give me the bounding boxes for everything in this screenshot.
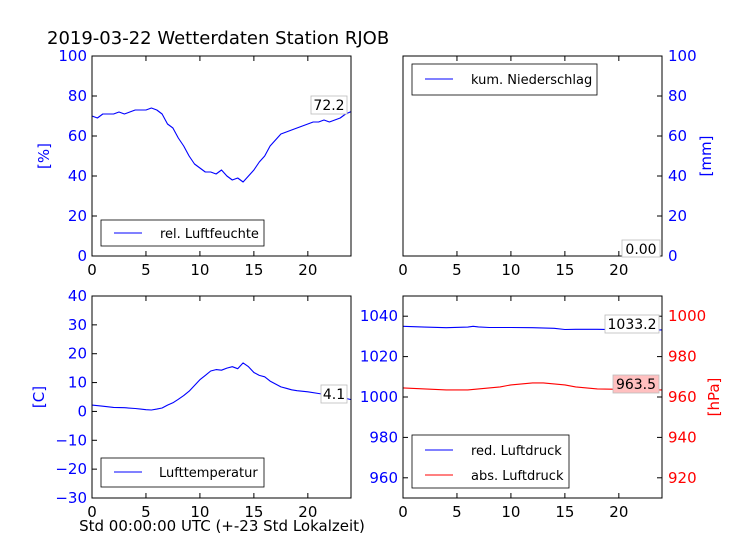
precipitation-ytick-label-right: 0 [668,247,678,265]
temperature-ytick-label: 10 [68,374,87,392]
pressure-xtick-label: 0 [398,503,408,521]
precipitation-xtick-label: 20 [609,261,628,279]
pressure-ytick-label: 1040 [360,307,398,325]
temperature-ytick-label: 40 [68,287,87,305]
pressure-ylabel-right: [hPa] [705,378,723,417]
pressure-value-box-absolute [612,374,660,394]
precipitation-legend: kum. Niederschlag [411,63,598,96]
humidity-xtick-label: 5 [141,261,151,279]
temperature-xtick-label: 0 [87,503,97,521]
humidity-ytick-label: 100 [58,47,87,65]
pressure-ytick-label: 960 [369,469,398,487]
humidity-xtick-label: 20 [298,261,317,279]
temperature-panel: 0 5 10 15 20 −30 −20 −10 0 10 20 30 40 [C] Lufttempe… [30,287,352,521]
precipitation-xtick-label: 0 [398,261,408,279]
pressure-panel: 0 5 10 15 20 960 980 1000 1020 1040 920 940 960 980 10… [360,295,723,521]
humidity-line-layer [91,107,352,183]
pressure-xtick-label: 10 [501,503,520,521]
temperature-xtick-label: 20 [298,503,317,521]
temperature-value-text: 4.1 [323,387,345,403]
humidity-legend: rel. Luftfeuchte [100,219,265,247]
temperature-ytick-label: 20 [68,345,87,363]
precipitation-xtick-label: 15 [555,261,574,279]
pressure-ytick-label: 1020 [360,348,398,366]
temperature-tick-layer: 0 5 10 15 20 −30 −20 −10 0 10 20 30 40 [55,287,317,521]
temperature-ytick-label: 0 [77,402,87,420]
pressure-xtick-label: 5 [452,503,462,521]
humidity-ytick-label: 20 [68,207,87,225]
precipitation-ytick-label-right: 40 [668,167,687,185]
temperature-value-box [320,384,348,404]
temperature-series-line-0 [91,362,352,411]
humidity-xtick-label: 0 [87,261,97,279]
precipitation-legend-label: kum. Niederschlag [471,73,592,88]
precipitation-xtick-label: 5 [452,261,462,279]
humidity-value-box [310,95,348,115]
humidity-xtick-label: 15 [244,261,263,279]
humidity-panel: 0 5 10 15 20 0 20 40 60 80 100 [%] rel. Luftfeucht… [35,47,352,279]
precipitation-ytick-label-right: 20 [668,207,687,225]
pressure-value-box-reduced [604,314,660,334]
precipitation-ytick-label-right: 80 [668,87,687,105]
temperature-ytick-label: 30 [68,316,87,334]
pressure-legend-box [411,434,570,489]
pressure-ytick-label: 980 [369,428,398,446]
figure-title: 2019-03-22 Wetterdaten Station RJOB [47,28,389,49]
temperature-line-layer [91,362,352,411]
precipitation-panel: 0 5 10 15 20 0 20 40 60 80 100 [mm] kum. Niedersch… [398,47,715,279]
pressure-value-text-reduced: 1033.2 [608,317,657,333]
pressure-ytick-label-right: 920 [668,469,697,487]
pressure-legend-label-absolute: abs. Luftdruck [471,469,564,484]
precipitation-value-text: 0.00 [625,242,656,258]
pressure-ytick-label-right: 940 [668,428,697,446]
pressure-ytick-label: 1000 [360,388,398,406]
temperature-ytick-label: −10 [55,431,87,449]
precipitation-value-label: 0.00 [621,239,661,258]
humidity-value-text: 72.2 [313,98,344,114]
humidity-ytick-label: 60 [68,127,87,145]
figure-xlabel: Std 00:00:00 UTC (+-23 Std Lokalzeit) [79,517,365,535]
precipitation-axes-frame [402,55,663,257]
humidity-ylabel: [%] [35,143,53,169]
pressure-value-text-absolute: 963.5 [616,377,656,393]
pressure-series-line-1 [402,382,662,391]
pressure-ytick-label-right: 980 [668,348,697,366]
pressure-value-label-reduced: 1033.2 [604,314,660,334]
pressure-xtick-label: 15 [555,503,574,521]
humidity-ytick-label: 40 [68,167,87,185]
precipitation-xtick-label: 10 [501,261,520,279]
precipitation-value-box [621,239,661,258]
precipitation-tick-layer: 0 5 10 15 20 0 20 40 60 80 100 [398,47,696,279]
pressure-ytick-label-right: 1000 [668,307,706,325]
pressure-legend-label-reduced: red. Luftdruck [471,444,562,459]
humidity-ytick-label: 0 [77,247,87,265]
pressure-ytick-label-right: 960 [668,388,697,406]
temperature-value-label: 4.1 [320,384,348,404]
precipitation-ytick-label-right: 100 [668,47,697,65]
humidity-xtick-label: 10 [190,261,209,279]
humidity-ytick-label: 80 [68,87,87,105]
temperature-ylabel: [C] [30,386,48,408]
temperature-legend-box [100,457,265,488]
pressure-value-label-absolute: 963.5 [612,374,660,394]
pressure-xtick-label: 20 [609,503,628,521]
temperature-ytick-label: −20 [55,460,87,478]
temperature-xtick-label: 5 [141,503,151,521]
humidity-tick-layer: 0 5 10 15 20 0 20 40 60 80 100 [58,47,317,279]
humidity-legend-label: rel. Luftfeuchte [160,227,259,242]
temperature-legend: Lufttemperatur [100,457,265,488]
humidity-value-label: 72.2 [310,95,348,115]
temperature-ytick-label: −30 [55,489,87,507]
humidity-axes-frame [91,55,352,257]
humidity-series-line-0 [91,107,352,183]
temperature-xtick-label: 10 [190,503,209,521]
pressure-legend: red. Luftdruck abs. Luftdruck [411,434,570,489]
precipitation-ytick-label-right: 60 [668,127,687,145]
pressure-tick-layer: 0 5 10 15 20 960 980 1000 1020 1040 920 940 960 980 10… [360,296,706,521]
precipitation-ylabel: [mm] [697,136,715,177]
temperature-axes-frame [91,295,352,499]
temperature-xtick-label: 15 [244,503,263,521]
temperature-legend-label: Lufttemperatur [159,466,258,481]
